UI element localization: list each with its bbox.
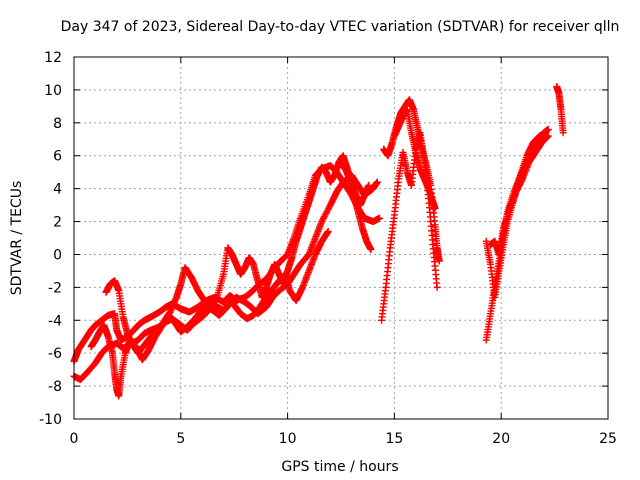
series-track-d — [102, 152, 373, 357]
series-track-b — [70, 171, 381, 384]
data-point — [559, 129, 567, 137]
data-point — [433, 283, 441, 291]
x-tick-label: 0 — [70, 431, 79, 447]
data-point — [373, 178, 381, 186]
y-tick-label: 6 — [53, 149, 62, 165]
data-point — [431, 204, 439, 212]
data-point — [375, 214, 383, 222]
y-tick-labels: -10 -8 -6 -4 -2 0 2 4 6 8 10 12 — [39, 50, 62, 428]
data-point — [435, 257, 443, 265]
plot-frame — [73, 56, 609, 420]
x-tick-label: 15 — [385, 431, 403, 447]
series-track-j — [482, 129, 550, 301]
ticks — [73, 56, 609, 420]
y-tick-label: -8 — [48, 379, 62, 395]
series-track-i — [482, 125, 552, 344]
y-axis-label: SDTVAR / TECUs — [9, 181, 25, 296]
grid — [74, 57, 608, 419]
y-tick-label: -4 — [48, 313, 62, 329]
y-tick-label: -10 — [39, 412, 62, 428]
y-tick-label: 10 — [44, 83, 62, 99]
data-points — [70, 83, 567, 400]
x-tick-label: 10 — [279, 431, 297, 447]
y-tick-label: -6 — [48, 346, 62, 362]
series-track-h — [390, 106, 439, 212]
y-tick-label: 12 — [44, 50, 62, 66]
x-tick-labels: 0 5 10 15 20 25 — [70, 431, 617, 447]
data-point — [324, 227, 332, 235]
y-tick-label: 0 — [53, 247, 62, 263]
data-point — [367, 246, 375, 254]
y-tick-label: 2 — [53, 215, 62, 231]
series-track-k — [487, 132, 552, 258]
data-point — [365, 181, 373, 189]
y-tick-label: 8 — [53, 116, 62, 132]
y-tick-label: 4 — [53, 182, 62, 198]
data-point — [544, 132, 552, 140]
x-tick-label: 5 — [176, 431, 185, 447]
series-track-e — [337, 160, 375, 254]
x-tick-label: 20 — [492, 431, 510, 447]
y-tick-label: -2 — [48, 280, 62, 296]
chart-title: Day 347 of 2023, Sidereal Day-to-day VTE… — [61, 19, 620, 35]
series-track-l — [553, 83, 567, 137]
x-tick-label: 25 — [599, 431, 617, 447]
x-axis-label: GPS time / hours — [281, 459, 398, 475]
